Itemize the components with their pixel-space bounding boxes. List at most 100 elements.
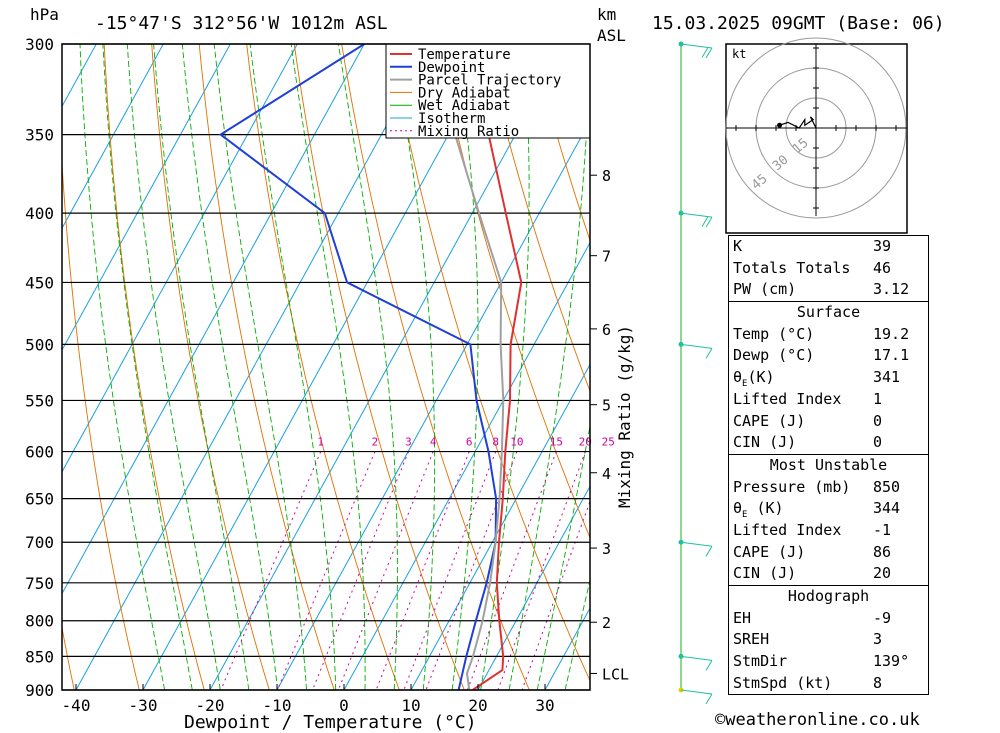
surface-header: Surface <box>796 303 861 322</box>
hodo-value: -9 <box>873 608 892 627</box>
surface-value: 0 <box>873 433 883 452</box>
surface-value: 19.2 <box>873 324 910 343</box>
surface-label: Temp (°C) <box>733 324 815 343</box>
hodo-label: SREH <box>733 630 770 649</box>
dry-adiabat-line <box>0 44 9 690</box>
wet-adiabat-line <box>79 44 166 690</box>
pressure-tick-label: 300 <box>25 35 54 54</box>
mixing-ratio-label: 10 <box>510 436 523 449</box>
mu-row-pressure: Pressure (mb) 850 <box>729 477 928 499</box>
wind-barb-flag <box>705 545 713 557</box>
mu-value: 86 <box>873 542 892 561</box>
index-value: 46 <box>873 258 892 277</box>
isotherm-line <box>410 363 590 690</box>
mixing-ratio-label: 25 <box>602 436 615 449</box>
surface-value: 1 <box>873 389 883 408</box>
surface-value: 0 <box>873 411 883 430</box>
mu-value: -1 <box>873 520 892 539</box>
dry-adiabat-line <box>151 44 270 690</box>
pressure-tick-label: 750 <box>25 574 54 593</box>
pressure-tick-label: 700 <box>25 533 54 552</box>
legend-box <box>385 43 591 139</box>
pressure-tick-label: 900 <box>25 681 54 700</box>
km-tick-label: 4 <box>602 465 611 483</box>
legend-label: Parcel Trajectory <box>418 73 561 89</box>
surface-value: 341 <box>873 368 901 387</box>
mu-value: 20 <box>873 564 892 583</box>
pressure-tick-label: 550 <box>25 391 54 410</box>
isotherm-line <box>62 44 164 230</box>
dry-adiabat-line <box>483 44 590 393</box>
hodo-value: 8 <box>873 673 883 692</box>
datetime-title: 15.03.2025 09GMT (Base: 06) <box>652 13 945 34</box>
copyright-link[interactable]: ©weatheronline.co.uk <box>715 710 920 730</box>
pressure-tick-label: 450 <box>25 273 54 292</box>
pressure-tick-label: 400 <box>25 204 54 223</box>
wet-adiabat-line <box>102 44 193 690</box>
surface-label: Lifted Index <box>733 389 842 408</box>
hodograph-unit-label: kt <box>732 47 746 61</box>
dry-adiabat-line <box>293 44 465 690</box>
pressure-tick-label: 350 <box>25 126 54 145</box>
temp-tick-label: -40 <box>62 696 91 715</box>
most-unstable-header: Most Unstable <box>769 455 888 474</box>
wind-barb-flag <box>701 47 709 58</box>
asl-unit-label: ASL <box>597 26 626 45</box>
km-tick-label: 5 <box>602 397 611 415</box>
surface-label: θE(K) <box>733 368 775 390</box>
pressure-tick-label: 650 <box>25 490 54 509</box>
hodo-label: StmSpd (kt) <box>733 673 833 692</box>
temp-tick-label: 20 <box>468 696 487 715</box>
wind-barb-flag <box>705 348 713 359</box>
temp-tick-label: -20 <box>196 696 225 715</box>
legend-label: Dry Adiabat <box>418 85 511 101</box>
temp-tick-label: -30 <box>129 696 158 715</box>
surface-row-cape: CAPE (J) 0 <box>729 411 928 433</box>
mu-label: θE (K) <box>733 499 784 521</box>
mu-value: 850 <box>873 477 901 496</box>
legend-label: Temperature <box>418 47 511 63</box>
mixing-ratio-line <box>337 451 434 690</box>
hodograph-trace <box>779 116 817 129</box>
km-tick-label: 8 <box>602 167 611 185</box>
pressure-tick-label: 850 <box>25 647 54 666</box>
wind-barb-shaft <box>680 541 713 547</box>
surface-row-theta: θE(K) 341 <box>729 367 928 389</box>
surface-row-li: Lifted Index 1 <box>729 389 928 411</box>
dry-adiabat-line <box>198 44 335 690</box>
hodo-row-eh: EH -9 <box>729 608 928 630</box>
surface-row-cin: CIN (J) 0 <box>729 432 928 454</box>
hodo-row-stmspd: StmSpd (kt) 8 <box>729 673 928 695</box>
surface-label: CIN (J) <box>733 433 797 452</box>
legend-label: Isotherm <box>418 111 485 127</box>
mixing-ratio-label: 20 <box>579 436 592 449</box>
wind-barb-shaft <box>680 655 713 661</box>
mu-label: CAPE (J) <box>733 542 806 561</box>
hodograph-table-header: Hodograph <box>787 587 870 605</box>
index-label: K <box>733 237 743 255</box>
mixing-ratio-label: 2 <box>372 436 379 449</box>
mu-row-theta: θE (K) 344 <box>729 498 928 520</box>
mu-label: CIN (J) <box>733 564 797 583</box>
temp-tick-label: 30 <box>535 696 554 715</box>
plot-frame <box>61 43 591 691</box>
wind-barb-flag <box>705 660 713 671</box>
mixing-ratio-line <box>277 451 376 690</box>
legend-label: Dewpoint <box>418 60 485 76</box>
dry-adiabat-line <box>246 44 400 690</box>
hodo-row-sreh: SREH 3 <box>729 629 928 651</box>
km-tick-label: 3 <box>602 540 611 558</box>
mu-row-cin: CIN (J) 20 <box>729 563 928 585</box>
isotherm-line <box>62 44 231 352</box>
mixing-ratio-label: 3 <box>405 436 412 449</box>
mixing-ratio-label: 15 <box>550 436 563 449</box>
hodograph-end-dot <box>777 122 783 128</box>
mixing-ratio-line <box>312 451 409 690</box>
surface-row-temp: Temp (°C) 19.2 <box>729 324 928 346</box>
surface-label: CAPE (J) <box>733 411 806 430</box>
index-row-pw: PW (cm) 3.12 <box>729 279 928 301</box>
km-tick-label: 2 <box>602 614 611 632</box>
index-label: Totals Totals <box>733 258 851 277</box>
hodo-row-stmdir: StmDir 139° <box>729 651 928 673</box>
